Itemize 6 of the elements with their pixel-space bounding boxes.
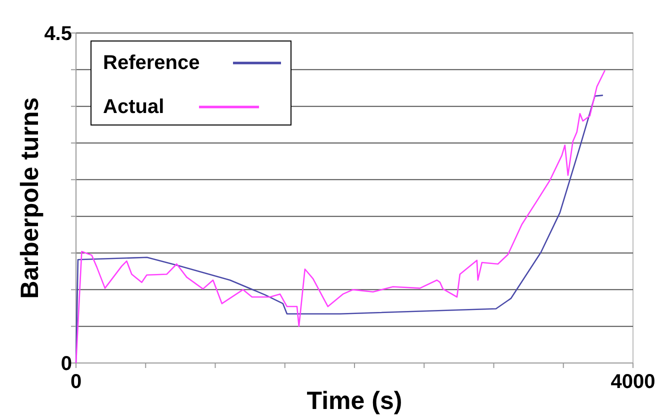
legend-label: Reference: [103, 52, 200, 74]
legend-label: Actual: [103, 96, 164, 118]
x-tick-label: 4000: [610, 371, 656, 393]
y-tick-label: 4.5: [44, 23, 72, 45]
y-axis-title: Barberpole turns: [16, 97, 44, 299]
x-axis-title: Time (s): [306, 387, 402, 415]
